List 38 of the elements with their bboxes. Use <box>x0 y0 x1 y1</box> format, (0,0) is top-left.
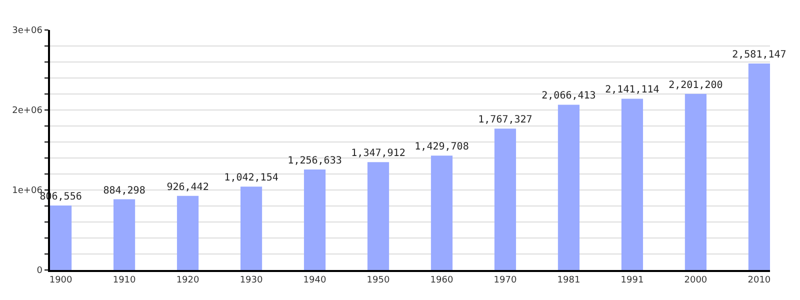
bar <box>176 196 199 270</box>
x-tick-label: 1900 <box>49 276 73 286</box>
data-label: 1,042,154 <box>224 172 278 184</box>
y-tick-label: 3e+06 <box>12 26 43 36</box>
bar <box>50 205 72 270</box>
data-label: 2,066,413 <box>542 90 596 102</box>
x-tick-label: 1910 <box>112 276 136 286</box>
x-tick-label: 1920 <box>176 276 200 286</box>
data-label: 1,767,327 <box>478 114 532 126</box>
bar <box>684 94 707 270</box>
x-tick-label: 1970 <box>494 276 517 286</box>
x-tick-label: 1930 <box>240 276 263 286</box>
y-tick-label: 2e+06 <box>12 106 43 116</box>
data-label: 1,347,912 <box>351 148 406 160</box>
data-label: 2,141,114 <box>605 84 660 96</box>
data-label: 926,442 <box>166 182 209 193</box>
bar <box>494 128 516 270</box>
x-tick-label: 1981 <box>557 276 580 286</box>
data-label: 1,429,708 <box>414 142 469 153</box>
bar <box>367 162 390 270</box>
x-tick-label: 1960 <box>430 276 454 286</box>
bar <box>558 104 580 270</box>
bar <box>621 98 644 270</box>
data-label: 884,298 <box>103 185 146 196</box>
bar <box>240 186 262 270</box>
x-tick-label: 2010 <box>748 276 771 286</box>
data-label: 1,256,633 <box>288 155 342 166</box>
bar <box>430 156 453 270</box>
x-tick-label: 1991 <box>620 276 644 286</box>
bar <box>113 199 136 270</box>
x-tick-label: 1950 <box>366 276 390 286</box>
data-label: 2,581,147 <box>732 50 786 61</box>
bar <box>748 64 770 270</box>
y-tick-label: 0 <box>36 266 43 276</box>
x-tick-label: 2000 <box>684 276 708 286</box>
bar <box>304 169 326 270</box>
data-label: 2,201,200 <box>668 80 723 91</box>
x-tick-label: 1940 <box>303 276 326 286</box>
